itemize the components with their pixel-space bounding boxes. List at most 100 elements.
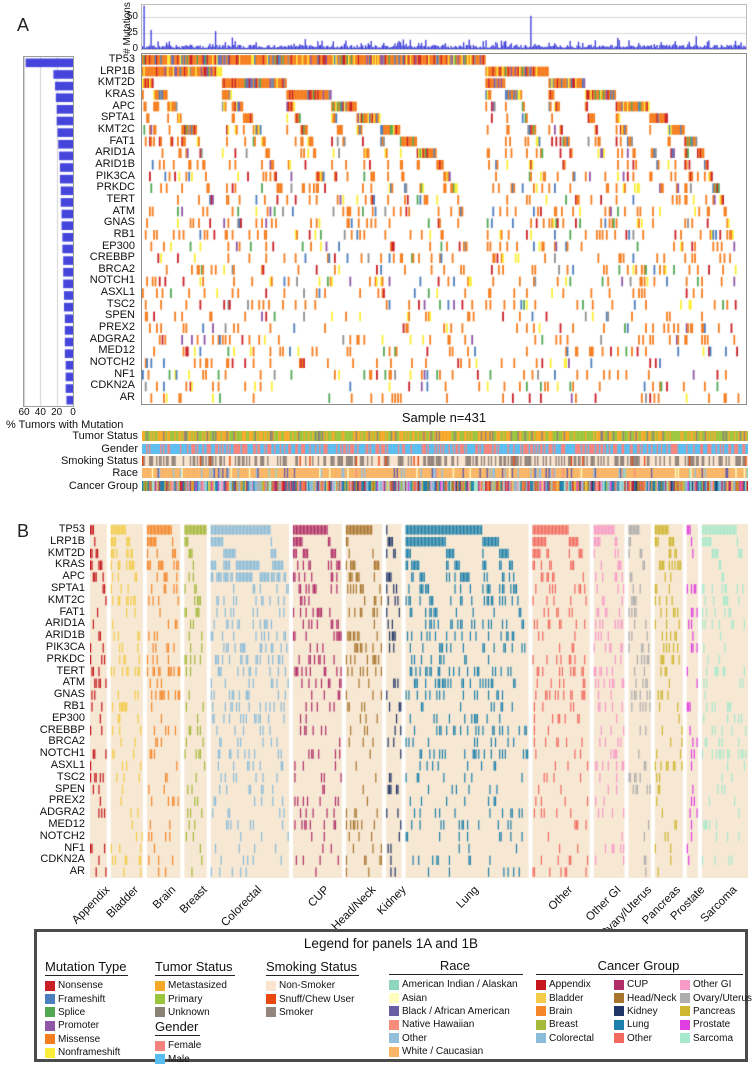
legend-entry: Colorectal	[536, 1032, 614, 1045]
legend-entry: White / Caucasian	[389, 1045, 523, 1058]
annotation-track-gender	[142, 444, 748, 454]
gene-label: MED12	[98, 344, 135, 357]
legend-entry: Breast	[536, 1018, 614, 1031]
legend-entry-label: Sarcoma	[693, 1032, 734, 1044]
legend-swatch	[266, 1007, 276, 1018]
legend-entry-label: CUP	[627, 979, 649, 991]
legend-entry-label: Breast	[549, 1019, 578, 1031]
legend-swatch	[536, 1033, 546, 1044]
legend-entry: Smoker	[266, 1006, 359, 1019]
legend-entry: Prostate	[680, 1018, 752, 1031]
oncoprint-panel-a-canvas	[141, 53, 747, 405]
legend-swatch	[680, 993, 690, 1004]
legend-swatch	[614, 1033, 624, 1044]
legend-entry-label: Splice	[58, 1006, 86, 1018]
legend-swatch	[536, 1019, 546, 1030]
gene-label: AR	[69, 865, 85, 878]
legend-entry-label: Promoter	[58, 1020, 100, 1032]
annotation-track-cancer-group	[142, 481, 748, 491]
gene-label: ARID1B	[95, 157, 135, 170]
gene-label: ADGRA2	[39, 806, 85, 819]
track-label: Tumor Status	[72, 430, 138, 442]
legend-swatch	[389, 1046, 399, 1057]
legend-entry: Other GI	[680, 978, 752, 991]
gene-label: TP53	[58, 523, 85, 535]
legend-swatch	[45, 980, 55, 991]
gene-label: GNAS	[103, 216, 135, 229]
legend-entry-label: Snuff/Chew User	[279, 993, 355, 1005]
pct-axis-tick: 60	[18, 407, 30, 418]
gene-label: ATM	[112, 204, 135, 217]
legend-swatch	[45, 1007, 55, 1018]
gene-label: SPEN	[55, 782, 85, 795]
legend-entry: Asian	[389, 991, 523, 1004]
gene-label: SPTA1	[100, 111, 135, 124]
gene-label: TSC2	[56, 770, 85, 783]
legend-entry-label: Nonsense	[58, 980, 104, 992]
legend-swatch	[155, 1007, 165, 1018]
gene-label: TSC2	[106, 297, 135, 310]
legend-entry-label: Non-Smoker	[279, 980, 336, 992]
legend-entry: Unknown	[155, 1006, 235, 1019]
track-label: Smoking Status	[60, 455, 138, 467]
legend-swatch	[45, 994, 55, 1005]
annotation-track-race	[142, 468, 748, 478]
gene-label: PIK3CA	[45, 640, 85, 653]
gene-label: ATM	[62, 676, 85, 689]
legend-entry: Bladder	[536, 991, 614, 1004]
pct-tumors-bar-chart-canvas	[23, 56, 74, 407]
legend-entry-label: Female	[168, 1040, 202, 1052]
legend-box: Legend for panels 1A and 1B Mutation Typ…	[34, 929, 752, 1065]
legend-entry-label: Other	[627, 1032, 653, 1044]
gene-label: GNAS	[53, 688, 85, 701]
legend-entry: Sarcoma	[680, 1032, 752, 1045]
legend-entry: Snuff/Chew User	[266, 992, 359, 1005]
gene-label: NOTCH1	[39, 747, 85, 760]
gene-label: FAT1	[59, 605, 85, 618]
legend-entry-label: Unknown	[168, 1006, 210, 1018]
legend-entry-label: White / Caucasian	[402, 1046, 484, 1058]
legend-swatch	[155, 980, 165, 991]
legend-entry-label: Prostate	[693, 1019, 731, 1031]
gene-label: ASXL1	[50, 758, 85, 771]
legend-section-body: American Indian / Alaskan Asian Black / Af…	[389, 978, 523, 1058]
legend-section-title: Smoking Status	[266, 959, 360, 976]
legend-section-smoking-status: Smoking Status Non-Smoker Snuff/Chew User S…	[266, 958, 360, 1019]
cancer-group-label: CUP	[306, 884, 332, 910]
gene-label: PIK3CA	[95, 169, 135, 182]
gene-label: ARID1A	[95, 146, 135, 159]
cancer-group-label: Appendix	[70, 884, 113, 927]
legend-entry: Appendix	[536, 978, 614, 991]
legend-entry-label: Pancreas	[693, 1005, 736, 1017]
legend-entry-label: Head/Neck	[627, 992, 677, 1004]
legend-entry: Other	[614, 1032, 680, 1045]
legend-swatch	[389, 1033, 399, 1044]
legend-swatch	[536, 1006, 546, 1017]
legend-entry: Nonsense	[45, 979, 128, 992]
legend-entry: CUP	[614, 978, 680, 991]
legend-section-tumor-status: Tumor Status Metastasized Primary Unknown	[155, 958, 235, 1019]
legend-entry: Pancreas	[680, 1005, 752, 1018]
legend-swatch	[155, 994, 165, 1005]
pct-tumors-axis-ticks: 60 40 20 0	[18, 408, 75, 418]
legend-swatch	[389, 979, 399, 990]
gene-label: ADGRA2	[89, 332, 135, 345]
legend-swatch	[155, 1040, 165, 1051]
legend-entry: Brain	[536, 1005, 614, 1018]
legend-swatch	[680, 979, 690, 990]
legend-entry-label: Lung	[627, 1019, 650, 1031]
legend-entry: Ovary/Uterus	[680, 991, 752, 1004]
legend-swatch	[389, 1019, 399, 1030]
legend-swatch	[45, 1020, 55, 1031]
gene-label: TERT	[56, 664, 85, 677]
gene-label: KMT2D	[97, 76, 135, 89]
mutation-count-tick-25: 25	[126, 27, 138, 38]
gene-label: MED12	[48, 817, 85, 830]
legend-entry-label: Bladder	[549, 992, 584, 1004]
gene-label: TERT	[106, 192, 135, 205]
legend-swatch	[614, 1006, 624, 1017]
legend-entry: Missense	[45, 1033, 128, 1046]
gene-label: SPTA1	[50, 581, 85, 594]
legend-swatch	[536, 993, 546, 1004]
legend-section-body: Female Male	[155, 1039, 201, 1066]
